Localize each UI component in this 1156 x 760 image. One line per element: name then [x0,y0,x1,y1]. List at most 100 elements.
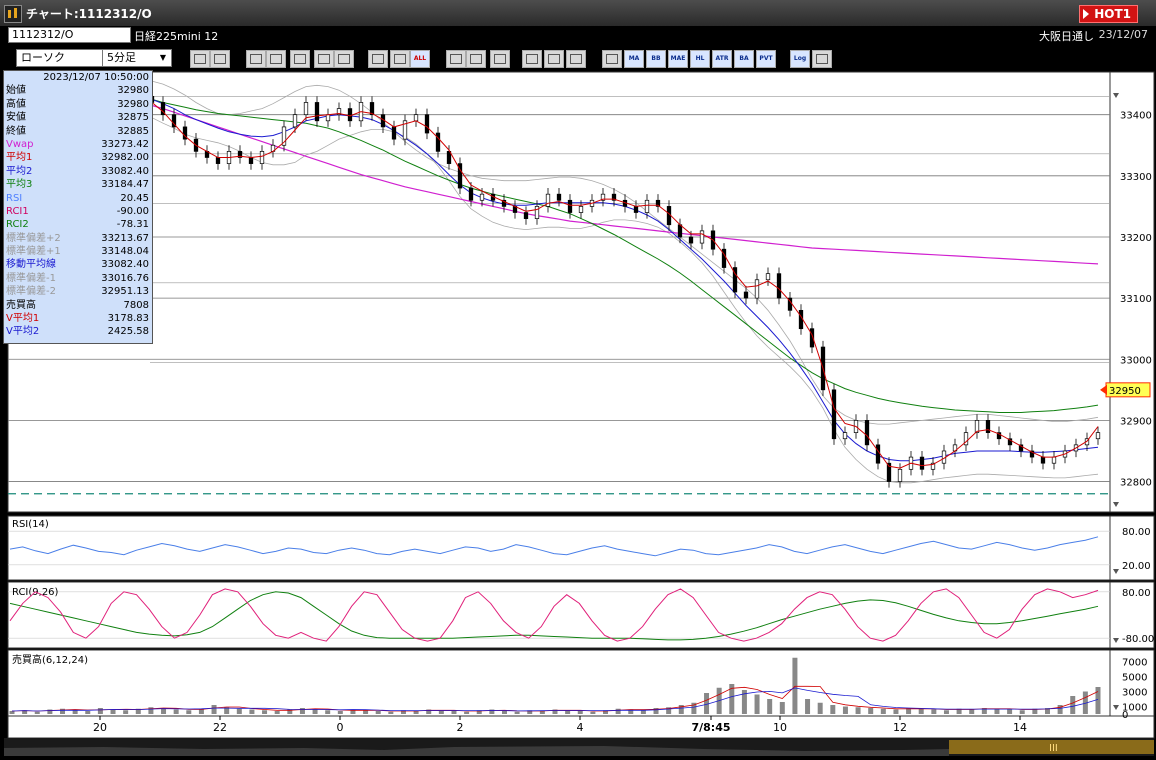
price-axis [1109,71,1155,513]
ba-button[interactable]: BA [734,50,754,68]
cursor-button[interactable] [466,50,486,68]
volume-bar [34,711,40,714]
volume-bar [400,710,406,714]
mae-button[interactable]: MAE [668,50,688,68]
grid-button[interactable] [602,50,622,68]
candle [754,279,760,299]
vol-pane [7,649,1111,717]
volume-bar [388,711,394,714]
volume-bar [552,709,558,714]
wrench-button[interactable] [544,50,564,68]
session-label: 大阪日通し [1039,30,1094,43]
candle [336,108,342,116]
info-row-value: -90.00 [116,205,149,217]
atr-button[interactable]: ATR [712,50,732,68]
log-button[interactable]: Log [790,50,810,68]
all-icon: ALL [413,55,427,62]
volume-bar [186,710,192,714]
info-datetime: 2023/12/07 10:50:00 [43,72,149,83]
hl-button[interactable]: HL [690,50,710,68]
hot1-button[interactable]: HOT1 [1079,5,1138,23]
volume-bar [173,709,179,714]
candle [611,193,617,201]
candle [556,193,562,201]
candle [644,199,650,213]
candle [303,102,309,116]
volume-bar [855,707,861,714]
volume-bar [906,708,912,714]
volume-bar [47,709,53,714]
candle [974,420,980,433]
info-row-label: 安値 [6,112,26,124]
volume-bar [931,709,937,714]
volume-bar [1007,709,1013,714]
volume-bar [880,708,886,714]
info-row: V平均2 2425.58 [4,325,152,338]
volume-title: 売買高(6,12,24) [12,653,88,666]
vwap-line [151,104,1099,265]
volume-bar [1019,710,1025,714]
volume-bar [691,702,697,714]
price-pane [7,71,1111,513]
lock-icon [338,54,350,64]
candle [424,114,430,134]
candle [545,193,551,207]
volume-bar [375,711,381,714]
magnifier-q-button[interactable] [266,50,286,68]
zoom-button[interactable] [190,50,210,68]
volume-avg2-line [11,687,1099,712]
info-row-value: 33273.42 [101,138,149,150]
pvt-button[interactable]: PVT [756,50,776,68]
pen-button[interactable] [446,50,466,68]
info-row-value: 33184.47 [101,179,149,191]
all-button[interactable]: ALL [410,50,430,68]
grid-icon [606,54,618,64]
compare-button[interactable] [314,50,334,68]
symbol-input[interactable]: 1112312/O [8,27,131,43]
volume-bar [767,699,773,714]
volume-bar [918,708,924,714]
candle-left-icon [372,54,384,64]
candle [281,126,287,146]
candle [1095,432,1101,440]
volume-bar [224,707,230,714]
arrow-button[interactable] [490,50,510,68]
settings-button[interactable] [522,50,542,68]
info-row: 安値 32875 [4,111,152,124]
candle [831,389,837,440]
navigator-thumb[interactable] [949,740,1154,754]
bb-button[interactable]: BB [646,50,666,68]
lock-button[interactable] [334,50,354,68]
volume-bar [123,710,129,714]
table-button[interactable] [290,50,310,68]
candle [347,108,353,122]
volume-bar [274,711,280,714]
magnifier-q-icon [270,54,282,64]
info-row: 平均3 33184.47 [4,178,152,191]
navigator-scrollbar[interactable]: ⅠⅠⅠ [4,738,1154,756]
wrench-icon [548,54,560,64]
volume-bar [312,708,318,714]
ma-button[interactable]: MA [624,50,644,68]
volume-bar [1057,705,1063,714]
volume-bar [110,709,116,714]
cursor-icon [470,54,482,64]
candle [765,273,771,281]
info-row: V平均1 3178.83 [4,312,152,325]
crosshair-button[interactable] [210,50,230,68]
instrument-name: 日経225mini 12 [134,30,219,43]
volume-bar [85,711,91,714]
rci1-line [9,588,1099,642]
toolbar: ローソク ▼ 5分足 ▼ ALL MA BB MAE HL ATR BA PVT Log [0,44,1156,72]
chart-app-icon[interactable] [4,5,22,23]
marker-button[interactable] [246,50,266,68]
interval-select[interactable]: 5分足 ▼ [102,49,172,67]
candle [391,126,397,140]
candle [677,224,683,238]
candle-left-button[interactable] [368,50,388,68]
export-button[interactable] [812,50,832,68]
candle-right-button[interactable] [390,50,410,68]
zoom-icon [194,54,206,64]
palette-button[interactable] [566,50,586,68]
